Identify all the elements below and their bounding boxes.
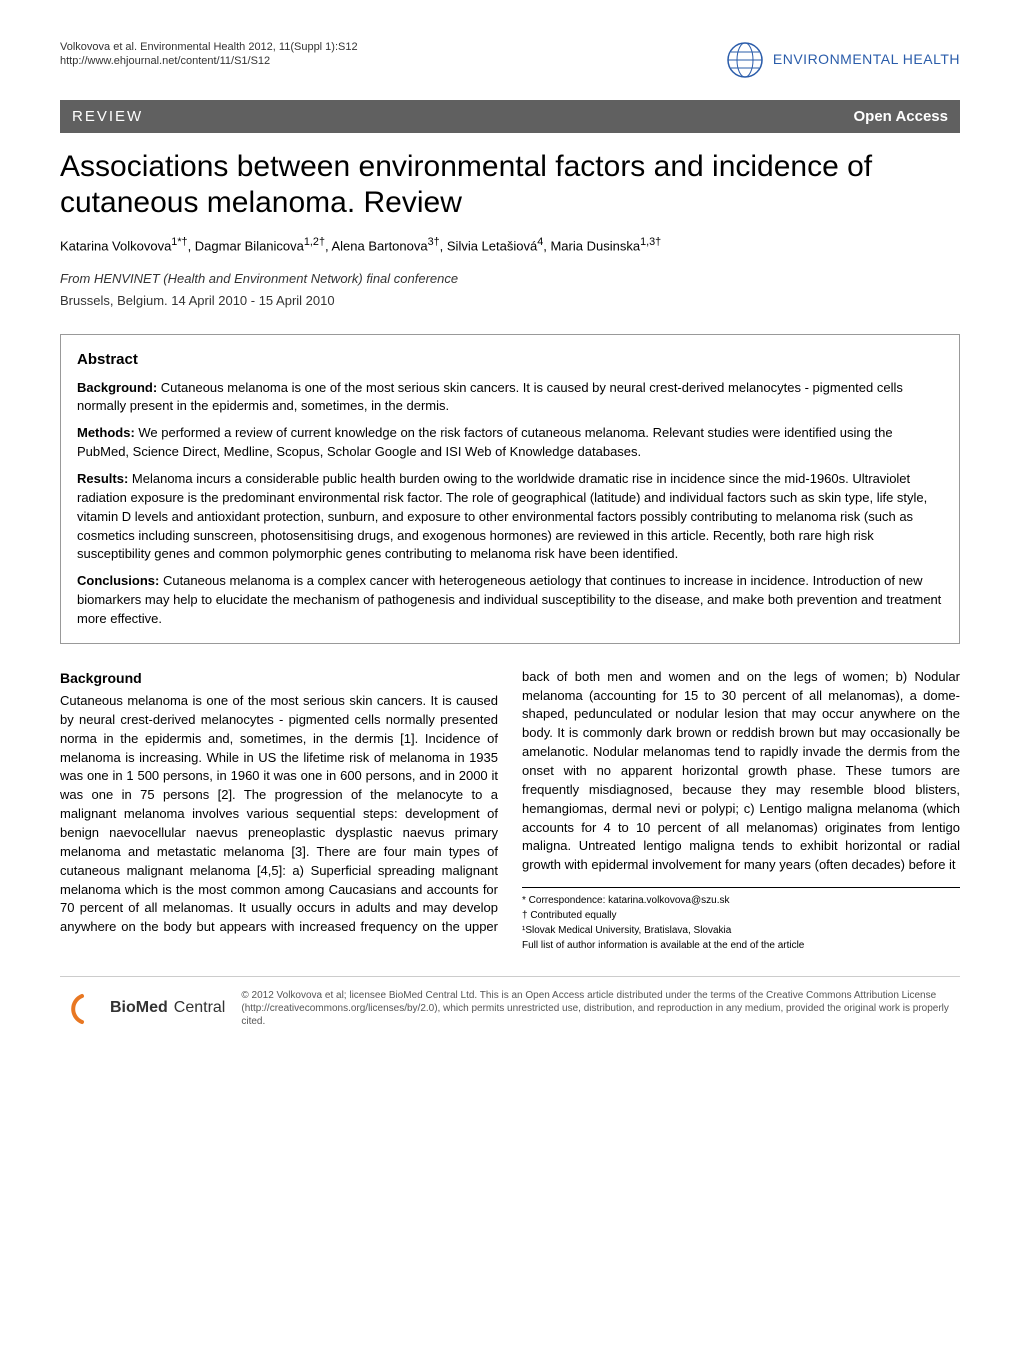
citation-line: Volkovova et al. Environmental Health 20… xyxy=(60,40,358,54)
abstract-methods: Methods: We performed a review of curren… xyxy=(77,424,943,462)
citation-block: Volkovova et al. Environmental Health 20… xyxy=(60,40,358,69)
article-title: Associations between environmental facto… xyxy=(60,149,960,221)
copyright-text: © 2012 Volkovova et al; licensee BioMed … xyxy=(241,989,960,1028)
background-heading: Background xyxy=(60,668,498,688)
abstract-bg-text: Cutaneous melanoma is one of the most se… xyxy=(77,380,903,414)
abstract-results-text: Melanoma incurs a considerable public he… xyxy=(77,471,927,561)
correspondence-line: * Correspondence: katarina.volkovova@szu… xyxy=(522,894,960,907)
abstract-heading: Abstract xyxy=(77,349,943,371)
open-access-badge: Open Access xyxy=(854,106,949,127)
abstract-background: Background: Cutaneous melanoma is one of… xyxy=(77,379,943,417)
footnotes: * Correspondence: katarina.volkovova@szu… xyxy=(522,887,960,952)
journal-name: ENVIRONMENTAL HEALTH xyxy=(773,50,960,70)
abstract-conclusions-label: Conclusions: xyxy=(77,573,159,588)
abstract-conclusions: Conclusions: Cutaneous melanoma is a com… xyxy=(77,572,943,629)
page-footer: BioMed Central © 2012 Volkovova et al; l… xyxy=(60,976,960,1028)
open-paren-icon xyxy=(60,992,94,1026)
abstract-conclusions-text: Cutaneous melanoma is a complex cancer w… xyxy=(77,573,941,626)
conference-from: From HENVINET (Health and Environment Ne… xyxy=(60,270,960,288)
abstract-methods-label: Methods: xyxy=(77,425,135,440)
body-columns: Background Cutaneous melanoma is one of … xyxy=(60,668,960,952)
abstract-box: Abstract Background: Cutaneous melanoma … xyxy=(60,334,960,644)
journal-brand: ENVIRONMENTAL HEALTH xyxy=(725,40,960,80)
globe-icon xyxy=(725,40,765,80)
citation-url: http://www.ehjournal.net/content/11/S1/S… xyxy=(60,54,358,68)
abstract-bg-label: Background: xyxy=(77,380,157,395)
conference-location: Brussels, Belgium. 14 April 2010 - 15 Ap… xyxy=(60,292,960,310)
abstract-results-label: Results: xyxy=(77,471,128,486)
abstract-methods-text: We performed a review of current knowled… xyxy=(77,425,893,459)
abstract-results: Results: Melanoma incurs a considerable … xyxy=(77,470,943,564)
bmc-bold: BioMed xyxy=(110,998,168,1019)
article-type: REVIEW xyxy=(72,106,143,127)
bmc-reg: Central xyxy=(174,998,226,1019)
article-type-banner: REVIEW Open Access xyxy=(60,100,960,133)
full-author-list-line: Full list of author information is avail… xyxy=(522,939,960,952)
affiliation-line: ¹Slovak Medical University, Bratislava, … xyxy=(522,924,960,937)
author-list: Katarina Volkovova1*†, Dagmar Bilanicova… xyxy=(60,235,960,256)
contributed-line: † Contributed equally xyxy=(522,909,960,922)
page-header: Volkovova et al. Environmental Health 20… xyxy=(60,40,960,80)
biomed-central-logo: BioMed Central xyxy=(110,998,225,1019)
